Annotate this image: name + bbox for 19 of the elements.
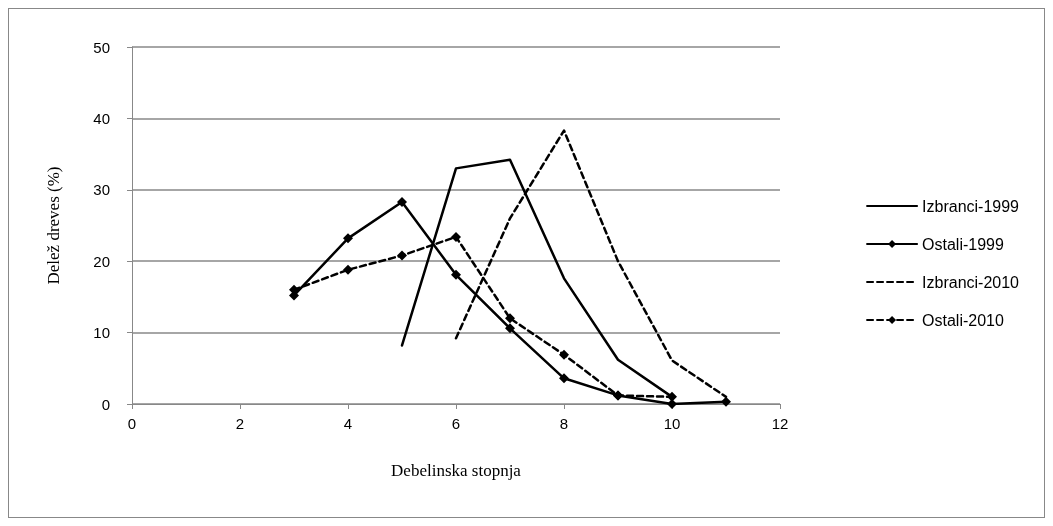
x-tick-label: 10 xyxy=(663,415,681,432)
legend-label: Ostali-1999 xyxy=(922,235,1004,253)
x-tick-label: 8 xyxy=(559,415,569,432)
y-tick-label: 20 xyxy=(93,252,110,270)
y-tick-label: 30 xyxy=(93,181,110,199)
x-tick-label: 0 xyxy=(127,415,137,432)
x-tick-label: 6 xyxy=(451,415,461,432)
x-tick-label: 2 xyxy=(235,415,245,432)
y-tick-label: 50 xyxy=(93,38,110,56)
x-tick-label: 12 xyxy=(771,415,789,432)
y-axis-title: Delež dreves (%) xyxy=(44,166,63,285)
y-tick-label: 10 xyxy=(93,324,110,342)
legend-label: Ostali-2010 xyxy=(922,311,1004,329)
legend-label: Izbranci-2010 xyxy=(922,273,1020,291)
x-tick-label: 4 xyxy=(343,415,353,432)
y-tick-label: 0 xyxy=(101,395,110,413)
y-tick-label: 40 xyxy=(93,109,110,127)
legend-label: Izbranci-1999 xyxy=(922,197,1020,215)
x-axis-title: Debelinska stopnja xyxy=(391,461,522,480)
